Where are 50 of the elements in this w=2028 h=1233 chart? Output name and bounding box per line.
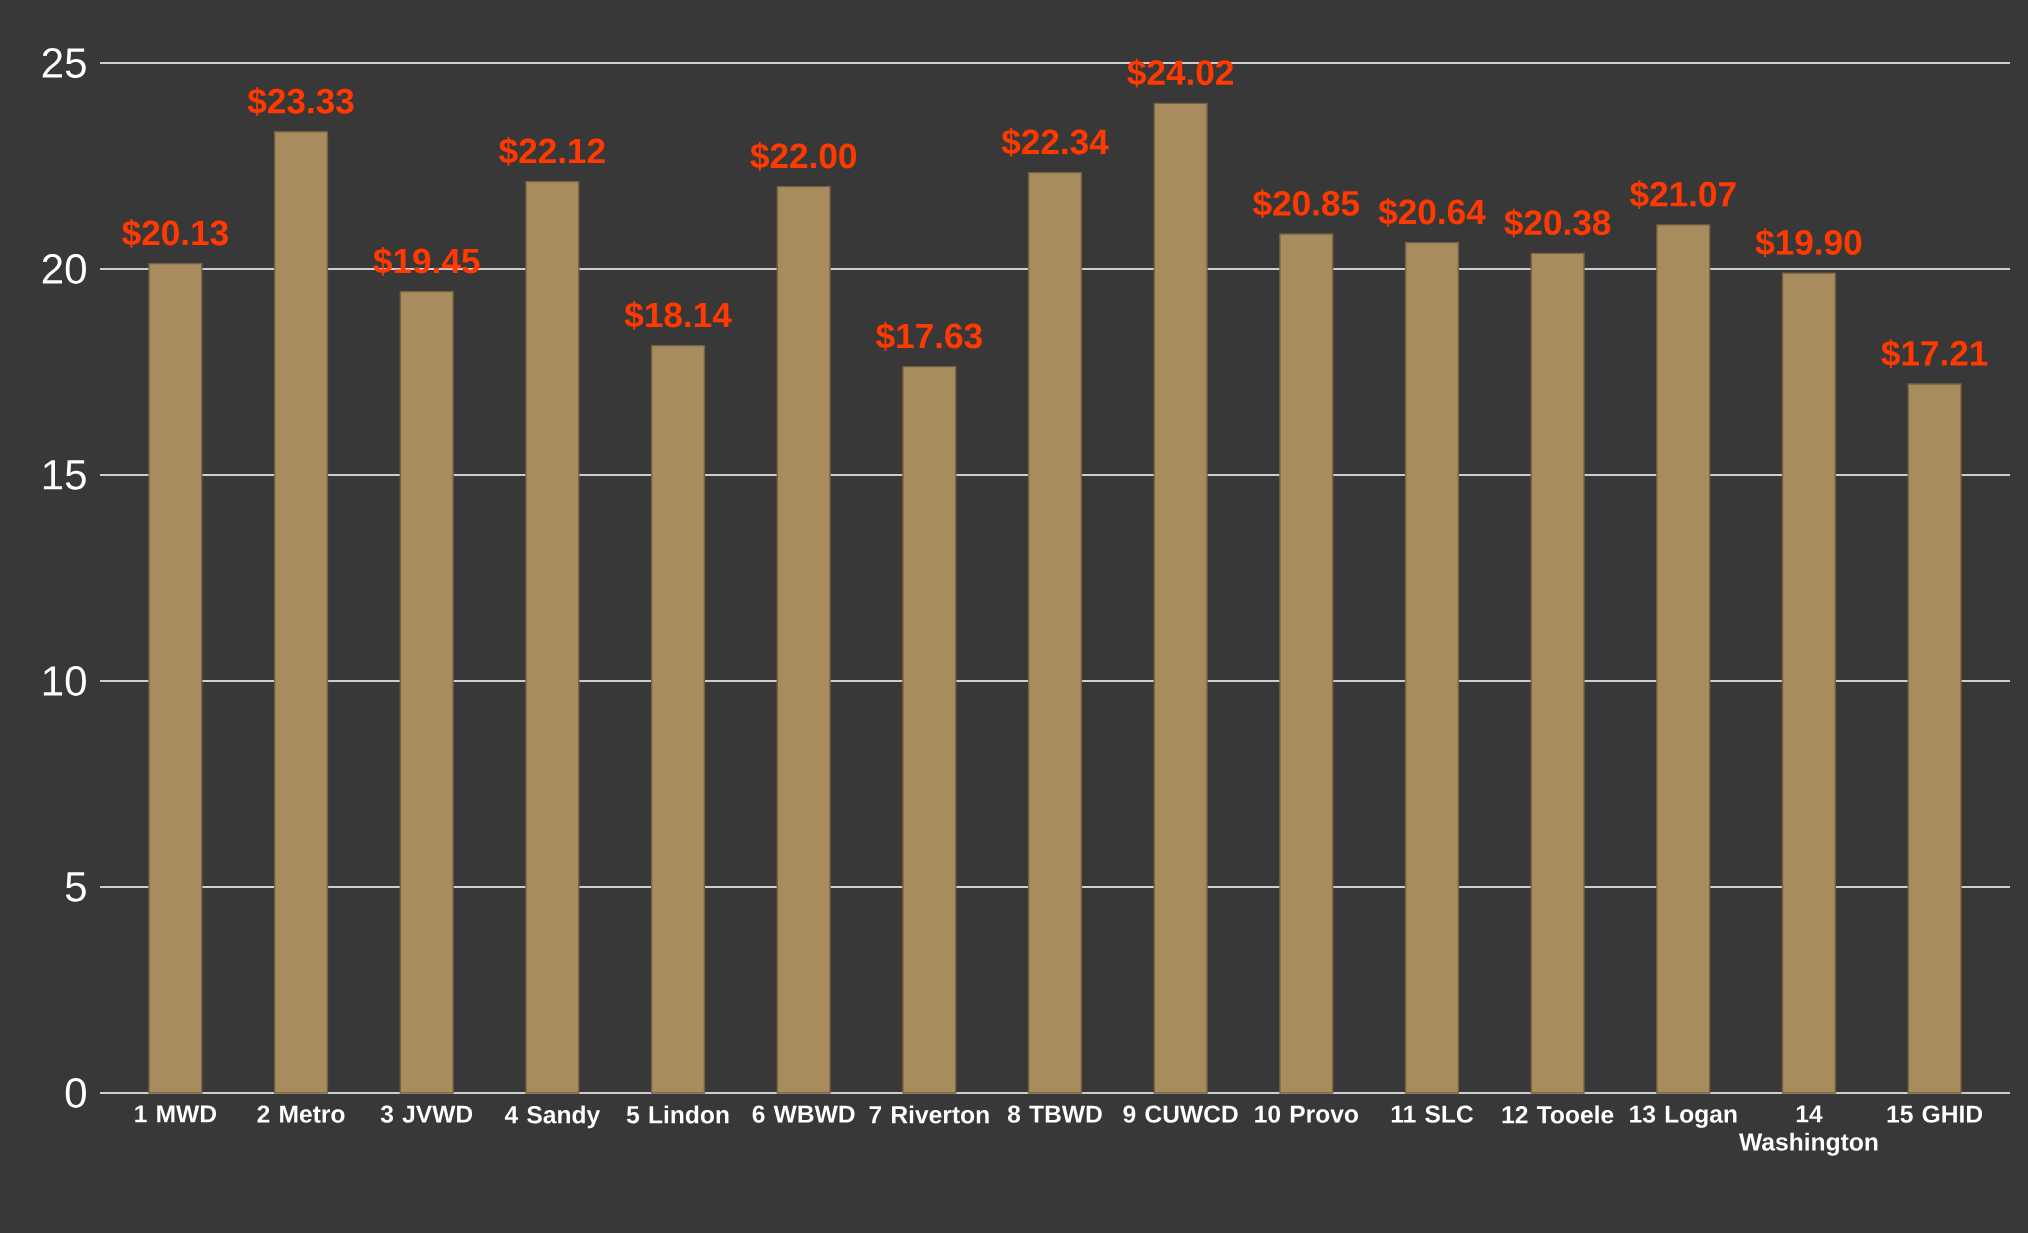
bar — [399, 290, 454, 1094]
data-label: $20.85 — [1253, 189, 1360, 219]
data-label: $20.64 — [1378, 197, 1486, 227]
data-label: $22.00 — [750, 141, 857, 171]
y-tick-label: 25 — [42, 48, 86, 78]
x-tick-label: 15 GHID — [1887, 1105, 1983, 1123]
bar — [1027, 171, 1083, 1094]
data-label: $20.38 — [1504, 208, 1611, 238]
x-tick-label: 5 Lindon — [626, 1105, 729, 1124]
bar — [148, 262, 203, 1094]
x-tick-label: 1 MWD — [135, 1105, 216, 1123]
y-tick-label: 20 — [42, 254, 86, 284]
x-tick-label: 10 Provo — [1255, 1105, 1358, 1123]
x-tick-label: 3 JVWD — [380, 1105, 473, 1123]
bar — [273, 131, 329, 1094]
data-label: $22.34 — [1001, 127, 1109, 157]
x-tick-label: 4 Sandy — [504, 1105, 601, 1129]
data-label: $20.13 — [122, 218, 228, 248]
bar — [525, 180, 580, 1094]
bar — [776, 185, 831, 1094]
x-tick-label: 2 Metro — [257, 1105, 345, 1123]
y-tick-label: 0 — [65, 1078, 86, 1108]
data-label: $17.63 — [876, 321, 982, 351]
x-tick-label: 6 WBWD — [752, 1105, 855, 1123]
x-tick-label: 11 SLC — [1391, 1105, 1473, 1123]
data-label: $24.02 — [1127, 58, 1233, 88]
bar — [1153, 102, 1208, 1094]
x-tick-label: 14 Washington — [1739, 1105, 1878, 1156]
data-label: $19.90 — [1755, 228, 1862, 258]
x-tick-label: 7 Riverton — [869, 1105, 989, 1124]
x-tick-label: 9 CUWCD — [1123, 1105, 1238, 1123]
y-tick-label: 5 — [65, 872, 86, 902]
bar — [1404, 241, 1460, 1094]
data-label: $18.14 — [624, 300, 732, 330]
data-label: $22.12 — [499, 136, 605, 166]
data-label: $17.21 — [1881, 339, 1988, 368]
x-tick-label: 12 Tooele — [1502, 1105, 1614, 1124]
data-label: $23.33 — [247, 87, 354, 116]
bar — [902, 365, 957, 1094]
data-label: $21.07 — [1629, 180, 1736, 209]
x-tick-label: 13 Logan — [1630, 1105, 1737, 1128]
bar — [1530, 252, 1585, 1094]
y-tick-label: 10 — [43, 666, 86, 696]
bar — [1907, 383, 1962, 1094]
bar — [1656, 224, 1711, 1094]
bar — [1781, 272, 1837, 1094]
bar — [1279, 233, 1334, 1094]
y-tick-label: 15 — [43, 460, 86, 490]
bar — [650, 344, 706, 1094]
x-tick-label: 8 TBWD — [1007, 1105, 1102, 1123]
